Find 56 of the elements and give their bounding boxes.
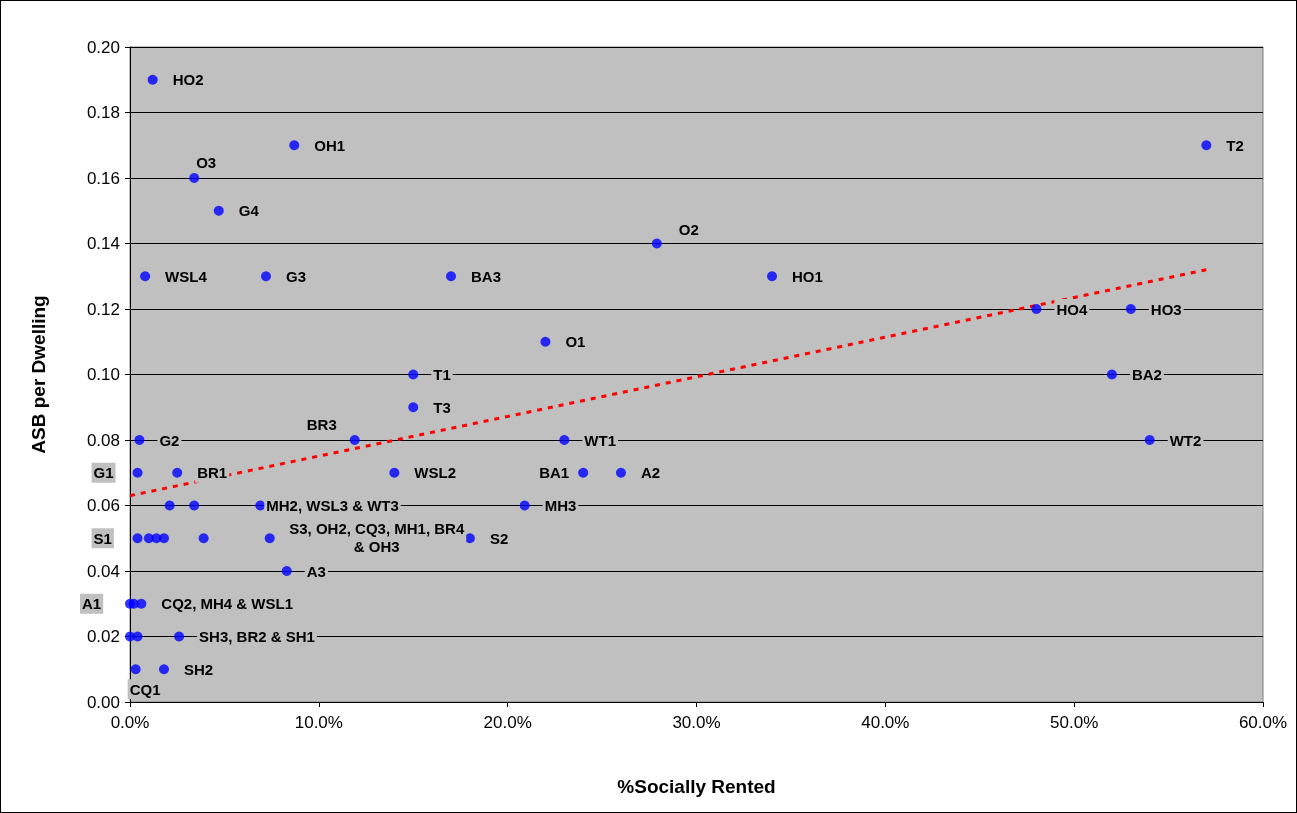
y-tick-label: 0.16 xyxy=(86,168,120,188)
annotation: BA3 xyxy=(471,267,502,285)
x-tick-label: 50.0% xyxy=(1050,713,1099,732)
annotation: S3, OH2, CQ3, MH1, BR4 & OH3 xyxy=(289,519,465,555)
annotation: SH2 xyxy=(183,660,214,678)
x-tick-label: 10.0% xyxy=(294,713,343,732)
annotation: A2 xyxy=(640,464,661,482)
x-axis-title: %Socially Rented xyxy=(617,776,776,797)
annotation: G1 xyxy=(93,464,114,482)
x-tick-label: 60.0% xyxy=(1238,713,1288,732)
y-tick-label: 0.08 xyxy=(86,430,120,450)
annotation: O2 xyxy=(678,221,699,238)
annotation: WT1 xyxy=(584,431,616,449)
annotation: A3 xyxy=(306,562,326,580)
annotation: WSL2 xyxy=(414,464,457,482)
annotation: OH1 xyxy=(314,136,346,154)
annotation: HO3 xyxy=(1150,300,1182,318)
annotation: T1 xyxy=(433,366,451,383)
annotation: BR1 xyxy=(197,464,228,482)
annotation: T2 xyxy=(1226,136,1244,154)
annotation: MH2, WSL3 & WT3 xyxy=(266,497,399,514)
annotation: CQ1 xyxy=(129,680,161,698)
x-tick-label: 30.0% xyxy=(672,713,721,732)
annotation: S2 xyxy=(489,529,509,547)
y-tick-label: 0.00 xyxy=(86,692,120,712)
y-tick-label: 0.04 xyxy=(86,561,120,581)
y-tick-label: 0.10 xyxy=(86,365,120,384)
y-tick-label: 0.18 xyxy=(86,103,120,122)
annotation: CQ2, MH4 & WSL1 xyxy=(161,595,294,613)
annotation: HO4 xyxy=(1056,300,1088,318)
x-tick-label: 40.0% xyxy=(861,713,910,732)
annotation: T3 xyxy=(433,398,451,416)
annotation: HO1 xyxy=(792,267,823,285)
annotation: HO2 xyxy=(172,71,204,89)
annotation: O1 xyxy=(565,333,586,351)
y-tick-label: 0.06 xyxy=(86,496,120,515)
annotation: SH3, BR2 & SH1 xyxy=(199,628,315,645)
y-tick-label: 0.02 xyxy=(86,627,120,646)
y-tick-label: 0.20 xyxy=(86,37,120,57)
y-tick-label: 0.14 xyxy=(86,234,120,253)
annotation: BR3 xyxy=(306,415,337,433)
annotation: BA2 xyxy=(1131,366,1162,383)
annotation: WSL4 xyxy=(165,267,208,285)
y-axis-title: ASB per Dwelling xyxy=(28,295,49,454)
annotation: MH3 xyxy=(544,497,577,514)
annotation: G4 xyxy=(238,202,260,220)
annotation: S1 xyxy=(93,529,112,547)
x-tick-label: 20.0% xyxy=(483,713,532,732)
annotation: BA1 xyxy=(539,464,570,482)
annotation: WT2 xyxy=(1169,431,1202,449)
annotation: G2 xyxy=(159,431,180,449)
annotation: A1 xyxy=(82,595,102,613)
y-tick-label: 0.12 xyxy=(86,299,120,319)
annotation: O3 xyxy=(196,153,217,171)
annotation: G3 xyxy=(285,267,306,285)
x-tick-label: 0.0% xyxy=(110,713,150,732)
